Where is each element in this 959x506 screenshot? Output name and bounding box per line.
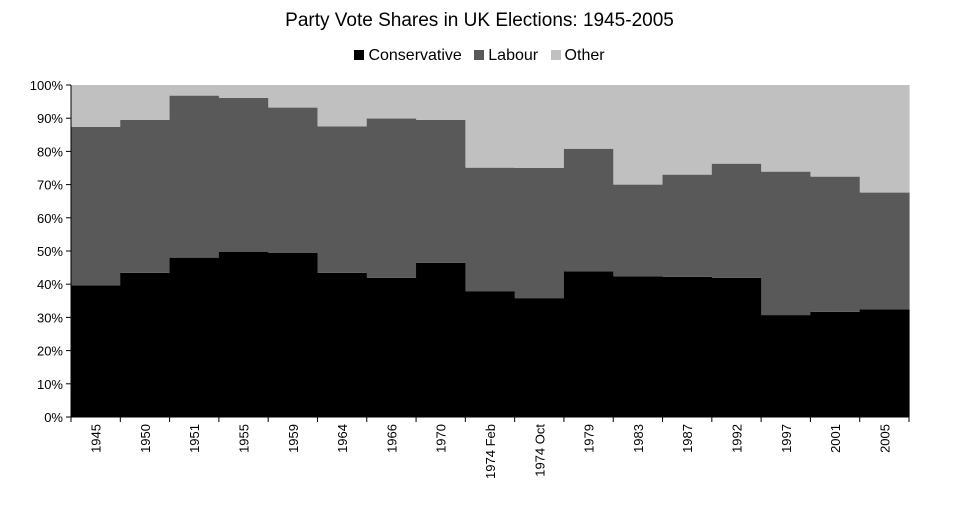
legend-swatch-labour — [474, 50, 485, 60]
segment-labour-1964 — [317, 126, 368, 273]
segment-conservative-1997 — [761, 315, 812, 417]
segment-conservative-1955 — [218, 252, 269, 417]
segment-labour-1945 — [71, 126, 121, 286]
y-tick-label: 40% — [37, 277, 63, 292]
segment-other-1955 — [218, 85, 269, 98]
segment-labour-1955 — [218, 97, 269, 252]
segment-other-1979 — [563, 85, 614, 149]
segment-conservative-1983 — [613, 276, 664, 417]
y-tick-label: 90% — [37, 111, 63, 126]
segment-labour-1951 — [169, 95, 220, 258]
segment-conservative-1959 — [268, 252, 319, 417]
segment-labour-1997 — [761, 171, 812, 316]
legend-item-other: Other — [550, 47, 605, 65]
y-tick-label: 0% — [44, 410, 63, 425]
segment-labour-1959 — [268, 107, 319, 253]
x-tick-label: 1945 — [89, 424, 104, 453]
segment-labour-2001 — [810, 176, 861, 312]
x-tick-label: 1955 — [237, 424, 252, 453]
x-tick-label: 1987 — [680, 424, 695, 453]
legend: Conservative Labour Other — [0, 47, 959, 65]
segment-conservative-1974-feb — [465, 291, 516, 417]
segment-other-2005 — [859, 85, 910, 193]
segment-labour-1966 — [366, 118, 417, 278]
segment-labour-1992 — [711, 163, 762, 278]
segment-other-1950 — [120, 85, 171, 120]
segment-conservative-1979 — [563, 271, 614, 417]
segment-conservative-1987 — [662, 276, 713, 417]
legend-item-labour: Labour — [474, 47, 538, 65]
y-tick-label: 50% — [37, 244, 63, 259]
y-tick-label: 60% — [37, 211, 63, 226]
segment-other-1974-feb — [465, 85, 516, 168]
segment-conservative-1966 — [366, 277, 417, 417]
x-tick-label: 1983 — [631, 424, 646, 453]
x-tick-label: 1997 — [779, 424, 794, 453]
segment-other-1987 — [662, 85, 713, 175]
segment-conservative-1964 — [317, 272, 368, 417]
segment-conservative-1974-oct — [514, 298, 565, 417]
segment-other-1970 — [416, 85, 466, 120]
legend-label-labour: Labour — [488, 47, 539, 64]
legend-swatch-conservative — [354, 50, 365, 60]
x-tick-label: 2001 — [828, 424, 843, 453]
x-tick-label: 1959 — [286, 424, 301, 453]
y-tick-label: 10% — [37, 377, 63, 392]
x-tick-label: 1992 — [729, 424, 744, 453]
segment-conservative-1945 — [71, 285, 121, 417]
legend-label-other: Other — [564, 47, 605, 64]
legend-swatch-other — [550, 50, 561, 60]
segment-other-1951 — [169, 85, 220, 96]
segment-other-1945 — [71, 85, 121, 127]
segment-conservative-1970 — [416, 262, 466, 417]
segment-labour-1970 — [416, 119, 466, 263]
x-tick-label: 1974 Feb — [483, 424, 498, 479]
legend-label-conservative: Conservative — [368, 47, 462, 64]
x-tick-label: 1950 — [138, 424, 153, 453]
x-tick-label: 2005 — [877, 424, 892, 453]
segment-other-1992 — [711, 85, 762, 164]
x-tick-label: 1951 — [187, 424, 202, 453]
segment-other-1966 — [366, 85, 417, 119]
segment-other-2001 — [810, 85, 861, 177]
segment-other-1997 — [761, 85, 812, 172]
x-tick-label: 1970 — [434, 424, 449, 453]
segment-other-1983 — [613, 85, 664, 185]
x-tick-label: 1966 — [384, 424, 399, 453]
segment-conservative-1992 — [711, 277, 762, 417]
segment-conservative-1950 — [120, 272, 171, 417]
segment-other-1959 — [268, 85, 319, 108]
legend-item-conservative: Conservative — [354, 47, 462, 65]
segment-other-1974-oct — [514, 85, 565, 168]
segment-labour-1987 — [662, 174, 713, 277]
y-tick-label: 100% — [30, 78, 64, 93]
segment-other-1964 — [317, 85, 368, 127]
segment-conservative-1951 — [169, 257, 220, 417]
segment-conservative-2005 — [859, 309, 910, 417]
segment-labour-1983 — [613, 184, 664, 277]
y-tick-label: 20% — [37, 344, 63, 359]
x-tick-label: 1964 — [335, 424, 350, 453]
segment-conservative-2001 — [810, 311, 861, 417]
segment-labour-1979 — [563, 148, 614, 272]
segment-labour-1950 — [120, 119, 171, 273]
x-tick-label: 1979 — [582, 424, 597, 453]
chart-title: Party Vote Shares in UK Elections: 1945-… — [285, 10, 674, 31]
y-tick-label: 80% — [37, 144, 63, 159]
y-tick-label: 30% — [37, 310, 63, 325]
y-tick-label: 70% — [37, 178, 63, 193]
segment-labour-1974-oct — [514, 168, 565, 299]
segment-labour-1974-feb — [465, 167, 516, 292]
x-tick-label: 1974 Oct — [532, 424, 547, 477]
segment-labour-2005 — [859, 192, 910, 310]
